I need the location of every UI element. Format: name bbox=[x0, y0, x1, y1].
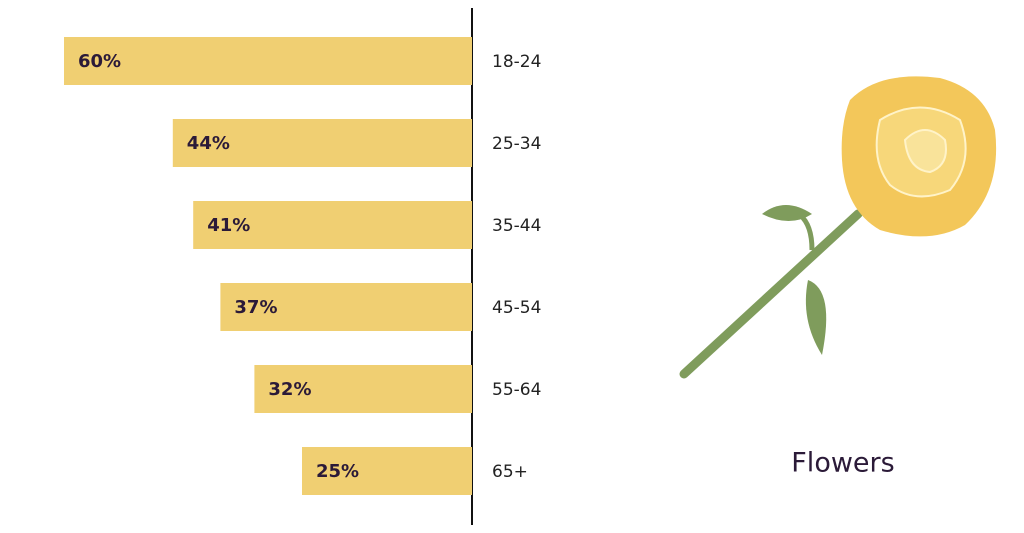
bar bbox=[193, 201, 472, 249]
stem bbox=[679, 209, 863, 379]
bar bbox=[172, 119, 473, 167]
value-label: 44% bbox=[187, 133, 230, 154]
chart-title: Flowers bbox=[791, 448, 894, 479]
leaf bbox=[805, 280, 827, 355]
category-label: 35-44 bbox=[492, 216, 541, 236]
category-label: 25-34 bbox=[492, 134, 541, 154]
bar bbox=[302, 447, 472, 495]
category-label: 45-54 bbox=[492, 298, 541, 318]
value-label: 37% bbox=[234, 297, 277, 318]
value-label: 25% bbox=[316, 461, 359, 482]
bar bbox=[64, 37, 472, 85]
value-label: 60% bbox=[78, 51, 121, 72]
category-label: 18-24 bbox=[492, 52, 541, 72]
value-label: 41% bbox=[207, 215, 250, 236]
bar bbox=[220, 283, 472, 331]
twig bbox=[798, 213, 815, 251]
category-label: 65+ bbox=[492, 462, 528, 482]
category-label: 55-64 bbox=[492, 380, 541, 400]
bar bbox=[254, 365, 472, 413]
value-label: 32% bbox=[268, 379, 311, 400]
rose-illustration bbox=[679, 76, 997, 379]
leaf bbox=[762, 205, 812, 221]
rose-center bbox=[903, 129, 947, 174]
